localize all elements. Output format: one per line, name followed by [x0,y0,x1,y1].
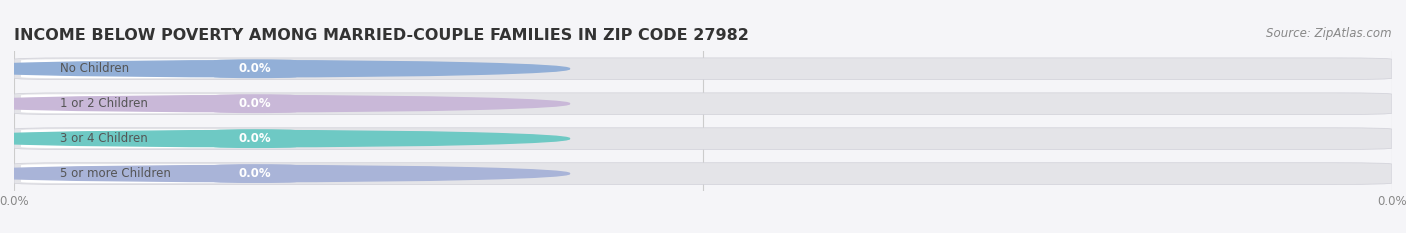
FancyBboxPatch shape [214,129,297,148]
Text: 0.0%: 0.0% [239,62,271,75]
FancyBboxPatch shape [14,163,1392,185]
Text: Source: ZipAtlas.com: Source: ZipAtlas.com [1267,27,1392,40]
FancyBboxPatch shape [14,93,1392,115]
FancyBboxPatch shape [21,129,242,148]
FancyBboxPatch shape [14,58,1392,80]
Text: 5 or more Children: 5 or more Children [59,167,170,180]
FancyBboxPatch shape [14,128,1392,150]
FancyBboxPatch shape [214,59,297,78]
Circle shape [0,96,569,112]
Text: No Children: No Children [59,62,129,75]
FancyBboxPatch shape [21,94,242,113]
Circle shape [0,131,569,147]
FancyBboxPatch shape [21,59,242,78]
Text: 3 or 4 Children: 3 or 4 Children [59,132,148,145]
FancyBboxPatch shape [214,94,297,113]
Text: 1 or 2 Children: 1 or 2 Children [59,97,148,110]
Circle shape [0,166,569,182]
Text: 0.0%: 0.0% [239,132,271,145]
Text: 0.0%: 0.0% [239,97,271,110]
Circle shape [0,61,569,77]
FancyBboxPatch shape [21,164,242,183]
Text: INCOME BELOW POVERTY AMONG MARRIED-COUPLE FAMILIES IN ZIP CODE 27982: INCOME BELOW POVERTY AMONG MARRIED-COUPL… [14,28,749,43]
FancyBboxPatch shape [214,164,297,183]
Text: 0.0%: 0.0% [239,167,271,180]
